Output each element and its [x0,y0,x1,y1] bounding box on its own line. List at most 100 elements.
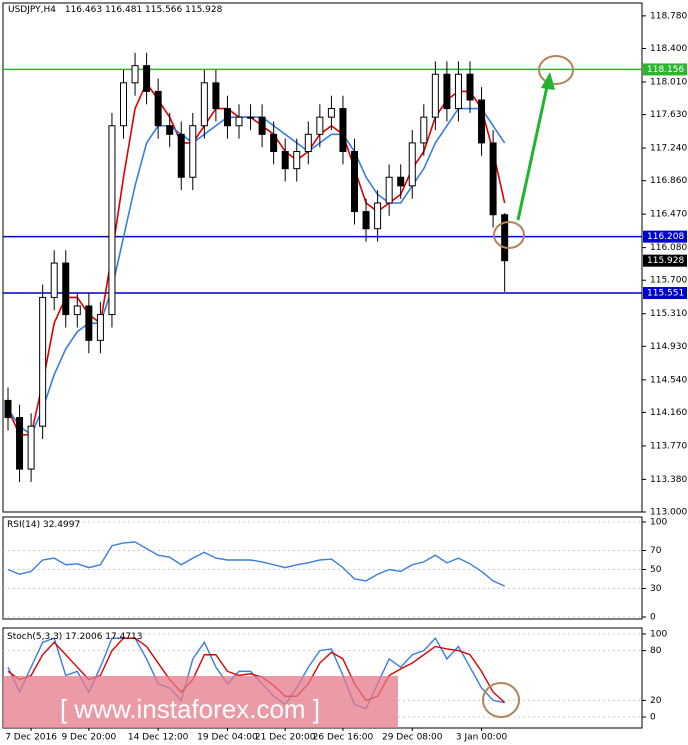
y-tick-label: 113.770 [650,441,687,451]
candle-body [4,399,12,419]
candle-body [443,73,451,110]
candle-body [166,125,174,135]
indicator-line [7,541,505,587]
candle-body [397,176,405,187]
candle-body [62,262,70,316]
x-tick-label: 26 Dec 16:00 [313,733,374,743]
candle-body [454,73,462,110]
watermark: [ www.instaforex.com ] [60,694,320,724]
candle-body [108,125,116,316]
y-tick-label: 118.780 [650,11,687,21]
arrow-head [541,72,555,90]
candle-body [247,116,255,119]
rsi-name: RSI(14) [7,520,40,530]
candle-body [16,417,24,470]
y-tick-label: 117.630 [650,110,687,120]
candle-body [281,150,289,170]
y-tick-label: 113.380 [650,475,687,485]
y-tick-label: 115.310 [650,309,687,319]
level-label: 115.551 [647,289,684,299]
candle-body [258,116,266,135]
x-tick-label: 7 Dec 2016 [5,733,57,743]
y-tick-label: 114.930 [650,342,687,352]
candle-body [362,211,370,230]
rsi-title: RSI(14) 32.4997 [7,520,80,530]
y-tick-label: 116.470 [650,210,687,220]
candle-body [385,176,393,204]
candle-body [223,108,231,127]
y-tick-label: 80 [650,646,662,656]
ohlc-close: 115.928 [185,5,222,15]
candle-body [27,425,35,470]
rsi-panel [2,516,643,620]
current-price-label: 115.928 [647,256,684,266]
candle-body [489,142,497,216]
x-tick-label: 9 Dec 20:00 [61,733,116,743]
candle-body [501,214,509,262]
y-tick-label: 118.400 [650,44,687,54]
target-circle [538,55,574,85]
candle-body [270,133,278,152]
stoch-name: Stoch(5,3,3) [7,632,62,642]
x-tick-label: 19 Dec 04:00 [197,733,258,743]
level-label: 118.156 [647,65,684,75]
y-tick-label: 116.080 [650,243,687,253]
watermark-band [3,676,398,728]
candle-body [478,99,486,144]
y-tick-label: 116.860 [650,176,687,186]
y-tick-label: 117.240 [650,144,687,154]
candle-body [85,305,93,341]
candle-body [120,82,127,127]
candle-body [50,262,58,298]
y-tick-label: 50 [650,565,662,575]
candle-body [39,296,47,427]
level-label-box [643,287,687,300]
level-label-box [643,63,687,76]
x-tick-label: 21 Dec 20:00 [255,733,316,743]
candle-body [189,125,197,178]
y-tick-label: 100 [650,630,667,640]
candle-body [131,65,139,84]
entry-circle [493,221,525,249]
candle-body [339,108,347,152]
stoch-main: 17.2006 [65,632,102,642]
stoch-title: Stoch(5,3,3) 17.2006 17.4713 [7,632,143,642]
ohlc-open: 116.463 [65,5,102,15]
candle-body [304,133,312,152]
y-tick-label: 114.160 [650,408,687,418]
x-tick-label: 14 Dec 12:00 [128,733,189,743]
candle-body [316,116,324,135]
y-tick-label: 113.000 [650,508,687,518]
candle-body [408,142,416,187]
y-tick-label: 118.010 [650,77,687,87]
y-tick-label: 115.700 [650,276,687,286]
candle-body [200,82,208,127]
level-label: 116.208 [647,232,684,242]
y-tick-label: 70 [650,546,662,556]
y-tick-label: 30 [650,584,662,594]
x-tick-label: 3 Jan 00:00 [456,733,508,743]
candle-body [293,150,301,170]
arrow-shaft [516,81,550,221]
candle-body [96,314,104,341]
stoch-circle [482,682,520,718]
y-tick-label: 0 [650,713,656,723]
candle-body [351,150,358,213]
candle-body [466,73,474,101]
candle-body [420,116,428,144]
current-price-box [643,254,687,267]
y-tick-label: 114.540 [650,375,687,385]
candle-body [73,305,81,316]
candle-body [431,73,439,118]
candle-body [327,108,335,118]
main-title: USDJPY,H4 116.463 116.481 115.566 115.92… [8,5,223,15]
candle-body [154,90,162,127]
y-tick-label: 0 [650,613,656,623]
candle-body [374,202,382,230]
candle-body [143,65,151,92]
candle-body [177,133,185,178]
rsi-value: 32.4997 [43,520,80,530]
stoch-signal: 17.4713 [105,632,142,642]
x-tick-label: 29 Dec 08:00 [382,733,443,743]
y-tick-label: 20 [650,696,662,706]
